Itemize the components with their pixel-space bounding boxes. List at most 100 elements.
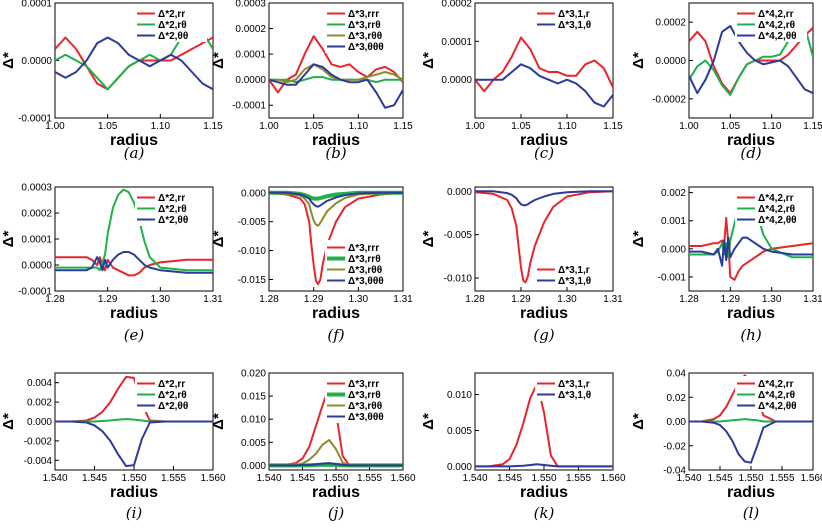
- y-tick-label: -0.015: [238, 275, 267, 286]
- y-tick-label: -0.002: [24, 436, 53, 447]
- series-line-blue: [55, 36, 213, 91]
- x-tick-label: 1.550: [738, 473, 763, 484]
- x-tick-label: 1.10: [762, 121, 782, 132]
- y-tick-label: 0.000: [447, 187, 472, 198]
- y-tick-label: 0.0002: [655, 18, 686, 29]
- chart-panel-h: 1.28 1.29 1.30 1.31 -0.001 0.000 0.001 0.002 rad…: [630, 186, 822, 344]
- y-tick-label: 0.0000: [235, 75, 266, 86]
- legend-entry: Δ*2,θθ: [158, 215, 188, 226]
- legend: Δ*3,1,rΔ*3,1,θ: [535, 376, 607, 401]
- y-tick-label: 0.0002: [441, 0, 472, 10]
- chart-panel-f: 1.28 1.29 1.30 1.31 -0.015 -0.010 -0.005 0.000 r…: [210, 186, 413, 344]
- series-line-blue: [269, 63, 403, 109]
- x-tick-label: 1.31: [203, 294, 223, 305]
- x-axis-label: radius: [727, 484, 775, 501]
- x-tick-label: 1.15: [393, 121, 413, 132]
- series-line-red: [55, 256, 213, 277]
- plot-frame: [474, 186, 614, 292]
- series-line-blue: [475, 190, 613, 207]
- x-tick-label: 1.30: [151, 294, 171, 305]
- y-tick-label: 0.0001: [441, 37, 472, 48]
- x-tick-label: 1.10: [151, 121, 171, 132]
- chart-panel-k: 1.540 1.545 1.550 1.555 1.560 0.000 0.005 0.010…: [420, 372, 626, 522]
- legend-entry: Δ*4,2,rθ: [758, 390, 795, 401]
- legend-entry: Δ*2,rr: [158, 379, 185, 390]
- chart-panel-d: 1.00 1.05 1.10 1.15 -0.0002 0.0000 0.0002 radiu…: [630, 2, 822, 162]
- y-tick-label: -0.0001: [18, 287, 52, 298]
- series-line-red: [475, 190, 613, 284]
- x-tick-label: 1.28: [465, 294, 485, 305]
- x-tick-label: 1.560: [600, 473, 625, 484]
- x-tick-label: 1.05: [98, 121, 118, 132]
- x-tick-label: 1.15: [603, 121, 623, 132]
- legend-entry: Δ*3,rrr: [348, 243, 379, 254]
- series-group: [269, 384, 403, 468]
- legend-entry: Δ*3,1,r: [558, 265, 590, 276]
- y-axis-label: Δ*: [210, 231, 227, 248]
- chart-panel-a: 1.00 1.05 1.10 1.15 -0.0001 0.0000 0.0001 radiu…: [0, 0, 223, 162]
- series-line-blue: [55, 251, 213, 274]
- x-tick-label: 1.31: [393, 294, 413, 305]
- x-tick-label: 1.05: [721, 121, 741, 132]
- y-axis-label: Δ*: [420, 413, 437, 430]
- legend-entry: Δ*4,2,θθ: [758, 215, 797, 226]
- x-tick-label: 1.555: [769, 473, 794, 484]
- x-axis-label: radius: [110, 484, 158, 501]
- x-tick-label: 1.05: [511, 121, 531, 132]
- y-tick-label: 0.0000: [441, 75, 472, 86]
- x-axis-label: radius: [520, 132, 568, 149]
- y-axis-label: Δ*: [0, 52, 17, 69]
- x-tick-label: 1.30: [762, 294, 782, 305]
- chart-panel-c: 1.00 1.05 1.10 1.15 0.0000 0.0001 0.0002 radius…: [420, 0, 623, 162]
- panel-caption: (f): [327, 326, 344, 344]
- y-tick-label: 0.0001: [235, 50, 266, 61]
- legend-entry: Δ*4,2,rr: [758, 9, 794, 20]
- legend: Δ*3,1,rΔ*3,1,θ: [535, 6, 607, 31]
- y-axis-label: Δ*: [630, 413, 647, 430]
- x-tick-label: 1.560: [390, 473, 415, 484]
- legend: Δ*2,rrΔ*2,rθΔ*2,θθ: [135, 6, 207, 42]
- y-tick-label: 0.0002: [21, 209, 52, 220]
- y-tick-label: 0.0003: [21, 183, 52, 194]
- y-tick-label: 0.010: [447, 390, 472, 401]
- x-tick-label: 1.540: [676, 473, 701, 484]
- y-tick-label: 0.000: [241, 188, 266, 199]
- y-tick-label: -0.004: [24, 456, 53, 467]
- legend-entry: Δ*3,rθθ: [348, 265, 382, 276]
- series-line-blue: [689, 236, 813, 267]
- y-tick-label: 0.000: [241, 461, 266, 472]
- panel-caption: (g): [533, 326, 554, 344]
- plot-frame: [268, 2, 404, 119]
- x-tick-label: 1.550: [323, 473, 348, 484]
- y-tick-label: 0.005: [241, 438, 266, 449]
- y-tick-label: 0.005: [447, 426, 472, 437]
- y-tick-label: -0.02: [663, 441, 686, 452]
- x-tick-label: 1.555: [566, 473, 591, 484]
- x-axis-label: radius: [520, 305, 568, 322]
- x-tick-label: 1.550: [531, 473, 556, 484]
- chart-panel-i: 1.540 1.545 1.550 1.555 1.560 -0.004 -0.002 0.0…: [0, 372, 226, 522]
- x-tick-label: 1.31: [803, 294, 822, 305]
- series-line-blue: [689, 420, 813, 464]
- x-tick-label: 1.28: [45, 294, 65, 305]
- x-tick-label: 1.555: [161, 473, 186, 484]
- legend: Δ*2,rrΔ*2,rθΔ*2,θθ: [135, 376, 207, 412]
- series-line-blue: [475, 63, 613, 108]
- x-axis-label: radius: [727, 132, 775, 149]
- legend-entry: Δ*3,θθθ: [348, 42, 384, 53]
- series-group: [475, 382, 613, 468]
- y-tick-label: 0.002: [661, 188, 686, 199]
- series-line-blue: [55, 420, 213, 468]
- y-tick-label: 0.004: [27, 378, 52, 389]
- legend-entry: Δ*3,rθθ: [348, 31, 382, 42]
- y-tick-label: 0.0001: [21, 235, 52, 246]
- y-axis-label: Δ*: [0, 413, 17, 430]
- x-axis-label: radius: [312, 305, 360, 322]
- legend-entry: Δ*4,2,rθ: [758, 20, 795, 31]
- legend-entry: Δ*2,rθ: [158, 20, 187, 31]
- y-tick-label: -0.005: [238, 217, 267, 228]
- x-tick-label: 1.29: [511, 294, 531, 305]
- chart-panel-j: 1.540 1.545 1.550 1.555 1.560 0.000 0.005 0.010…: [210, 369, 416, 523]
